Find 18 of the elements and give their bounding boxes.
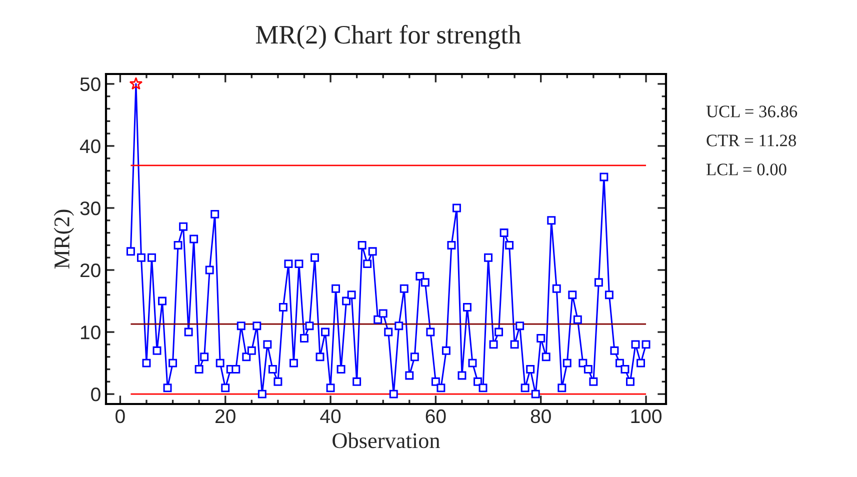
- x-tick-label: 60: [426, 409, 446, 424]
- text: LCL = 0.00: [706, 164, 786, 176]
- text: UCL = 36.86: [706, 106, 798, 118]
- x-tick-label: 40: [320, 409, 341, 424]
- x-tick-label: 0: [116, 409, 125, 424]
- y-tick-label: 30: [80, 201, 100, 216]
- y-tick-label: 0: [91, 388, 100, 402]
- y-tick-label: 20: [80, 263, 100, 278]
- x-tick-label: 100: [631, 409, 662, 424]
- text: CTR = 11.28: [706, 134, 796, 146]
- chart-title: MR(2) Chart for strength: [256, 24, 521, 50]
- x-axis-title: Observation: [332, 432, 440, 448]
- y-tick-label: 50: [80, 77, 100, 92]
- y-tick-label: 40: [80, 139, 100, 154]
- y-axis-title: MR(2): [54, 210, 74, 269]
- x-tick-label: 20: [216, 409, 236, 424]
- y-tick-label: 10: [80, 326, 100, 340]
- x-tick-label: 80: [530, 409, 551, 424]
